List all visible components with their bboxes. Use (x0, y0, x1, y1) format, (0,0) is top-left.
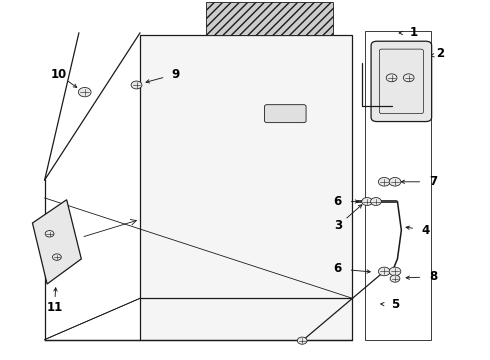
Circle shape (386, 74, 397, 82)
Circle shape (78, 87, 91, 97)
Text: 3: 3 (334, 219, 342, 233)
Circle shape (297, 337, 307, 344)
Circle shape (378, 267, 390, 276)
Circle shape (389, 177, 401, 186)
Text: 10: 10 (50, 68, 67, 81)
Text: 11: 11 (47, 301, 63, 314)
Circle shape (390, 275, 400, 282)
Polygon shape (32, 200, 81, 284)
Text: 9: 9 (172, 68, 180, 81)
Circle shape (45, 230, 54, 237)
Circle shape (378, 177, 390, 186)
Text: 1: 1 (410, 27, 417, 40)
Circle shape (370, 198, 381, 206)
Text: 2: 2 (437, 47, 444, 60)
Polygon shape (140, 35, 352, 339)
FancyBboxPatch shape (265, 105, 306, 123)
FancyBboxPatch shape (371, 41, 432, 122)
Circle shape (389, 267, 401, 276)
Bar (365, 31, 431, 339)
Text: 4: 4 (422, 224, 430, 237)
Polygon shape (206, 3, 333, 35)
Circle shape (131, 81, 142, 89)
Text: 6: 6 (334, 195, 342, 208)
Text: 5: 5 (392, 298, 400, 311)
Text: 8: 8 (429, 270, 437, 283)
Text: 6: 6 (334, 262, 342, 275)
Circle shape (403, 74, 414, 82)
Circle shape (362, 198, 372, 206)
Text: 7: 7 (429, 175, 437, 188)
Circle shape (52, 254, 61, 260)
